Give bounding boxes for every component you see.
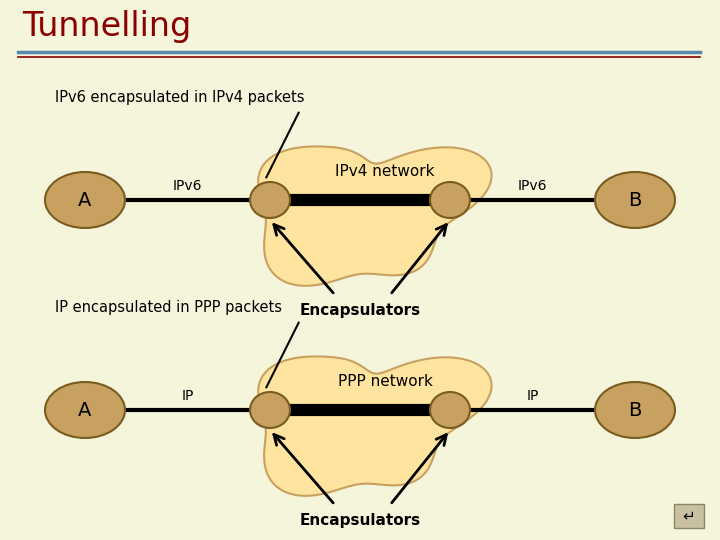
Text: Encapsulators: Encapsulators (300, 303, 420, 318)
Text: IPv4 network: IPv4 network (336, 165, 435, 179)
Ellipse shape (595, 382, 675, 438)
Text: B: B (629, 191, 642, 210)
Ellipse shape (250, 392, 290, 428)
Text: IPv6: IPv6 (173, 179, 202, 193)
Polygon shape (258, 146, 492, 286)
Ellipse shape (250, 182, 290, 218)
Ellipse shape (430, 182, 470, 218)
Ellipse shape (45, 382, 125, 438)
Polygon shape (258, 356, 492, 496)
Text: Encapsulators: Encapsulators (300, 513, 420, 528)
Text: IP encapsulated in PPP packets: IP encapsulated in PPP packets (55, 300, 282, 315)
Text: IPv6: IPv6 (518, 179, 547, 193)
Text: IPv6 encapsulated in IPv4 packets: IPv6 encapsulated in IPv4 packets (55, 90, 305, 105)
Ellipse shape (45, 172, 125, 228)
Text: A: A (78, 191, 91, 210)
Text: ↵: ↵ (683, 509, 696, 523)
Text: B: B (629, 401, 642, 420)
Ellipse shape (595, 172, 675, 228)
Ellipse shape (430, 392, 470, 428)
Text: Tunnelling: Tunnelling (22, 10, 192, 43)
Text: A: A (78, 401, 91, 420)
Text: IP: IP (526, 389, 539, 403)
FancyBboxPatch shape (674, 504, 704, 528)
Text: IP: IP (181, 389, 194, 403)
Text: PPP network: PPP network (338, 375, 433, 389)
